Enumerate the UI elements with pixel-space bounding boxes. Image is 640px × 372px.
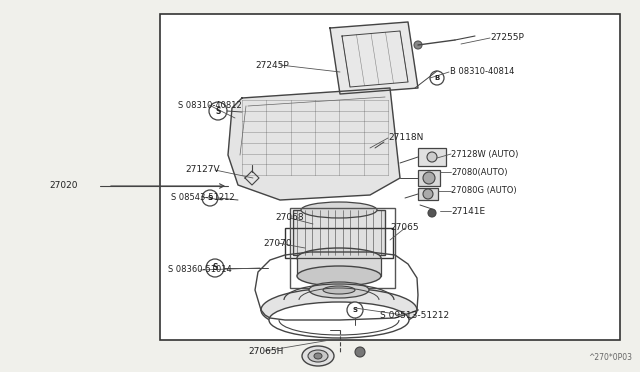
Text: 27141E: 27141E [451, 206, 485, 215]
Bar [418, 170, 440, 186]
Ellipse shape [302, 346, 334, 366]
Ellipse shape [301, 202, 377, 218]
Text: 27070: 27070 [263, 238, 292, 247]
Circle shape [202, 190, 218, 206]
Text: S: S [212, 263, 218, 273]
Ellipse shape [261, 288, 417, 332]
Text: S: S [353, 307, 358, 313]
Ellipse shape [269, 302, 409, 338]
Polygon shape [228, 88, 400, 200]
Text: 27255P: 27255P [490, 33, 524, 42]
Circle shape [384, 139, 396, 151]
Text: 27020: 27020 [49, 182, 78, 190]
Circle shape [414, 41, 422, 49]
Circle shape [355, 347, 365, 357]
Circle shape [206, 259, 224, 277]
Bar [297, 258, 381, 276]
Text: S 08310-40812: S 08310-40812 [178, 100, 242, 109]
Text: 27128W (AUTO): 27128W (AUTO) [451, 150, 518, 158]
Text: 27127V: 27127V [185, 166, 220, 174]
Circle shape [430, 71, 444, 85]
Text: 27245P: 27245P [255, 61, 289, 70]
Ellipse shape [308, 350, 328, 362]
Ellipse shape [309, 282, 369, 298]
Ellipse shape [297, 266, 381, 286]
Text: S 09513-51212: S 09513-51212 [380, 311, 449, 320]
Text: 27068: 27068 [275, 214, 303, 222]
Ellipse shape [297, 248, 381, 268]
Text: 27118N: 27118N [388, 134, 424, 142]
Text: 27065: 27065 [390, 224, 419, 232]
Text: B: B [435, 75, 440, 81]
Text: ^270*0P03: ^270*0P03 [588, 353, 632, 362]
Text: S 08360-51014: S 08360-51014 [168, 266, 232, 275]
Ellipse shape [323, 286, 355, 294]
Circle shape [347, 302, 363, 318]
Ellipse shape [314, 353, 322, 359]
Bar [160, 14, 620, 340]
Circle shape [209, 102, 227, 120]
Circle shape [246, 172, 258, 184]
Text: B 08310-40814: B 08310-40814 [450, 67, 515, 77]
Bar [418, 188, 438, 200]
Text: 27065H: 27065H [248, 346, 284, 356]
Bar [285, 228, 393, 258]
Bar [290, 208, 395, 288]
Text: 27080G (AUTO): 27080G (AUTO) [451, 186, 516, 196]
Circle shape [427, 152, 437, 162]
Circle shape [428, 209, 436, 217]
Circle shape [423, 172, 435, 184]
Bar [418, 148, 446, 166]
Circle shape [423, 189, 433, 199]
Text: S 08543-51212: S 08543-51212 [171, 192, 235, 202]
Polygon shape [330, 22, 418, 94]
Bar [293, 210, 385, 255]
Text: S: S [215, 106, 221, 115]
Text: 27080(AUTO): 27080(AUTO) [451, 167, 508, 176]
Text: S: S [207, 195, 212, 201]
